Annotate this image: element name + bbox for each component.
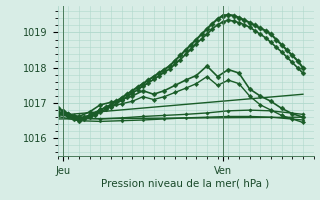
X-axis label: Pression niveau de la mer( hPa ): Pression niveau de la mer( hPa ) [101,179,270,188]
